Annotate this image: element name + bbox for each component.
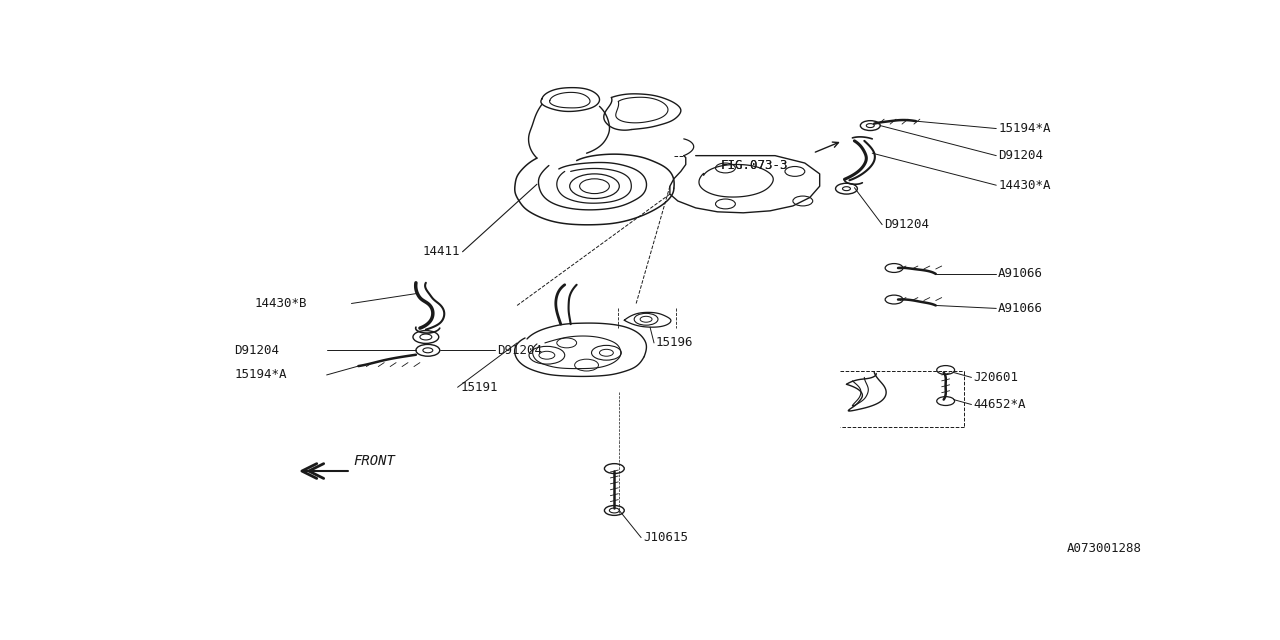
Text: 15194*A: 15194*A [998,122,1051,135]
Text: D91204: D91204 [998,149,1043,162]
Text: 44652*A: 44652*A [973,398,1027,411]
Text: D91204: D91204 [884,218,929,231]
Text: A91066: A91066 [998,268,1043,280]
Text: J10615: J10615 [643,531,689,544]
Text: 14411: 14411 [422,245,461,259]
Text: 15191: 15191 [461,381,498,394]
Text: 14430*A: 14430*A [998,179,1051,192]
Text: 14430*B: 14430*B [255,297,307,310]
Text: 15194*A: 15194*A [234,369,287,381]
Text: FRONT: FRONT [353,454,396,468]
Text: A91066: A91066 [998,302,1043,315]
Text: 15196: 15196 [657,337,694,349]
Text: D91204: D91204 [234,344,279,357]
Text: J20601: J20601 [973,371,1019,384]
Text: FIG.073-3: FIG.073-3 [721,159,788,172]
Text: D91204: D91204 [498,344,543,357]
Text: FIG.073-3: FIG.073-3 [721,159,788,172]
Text: A073001288: A073001288 [1068,542,1142,555]
